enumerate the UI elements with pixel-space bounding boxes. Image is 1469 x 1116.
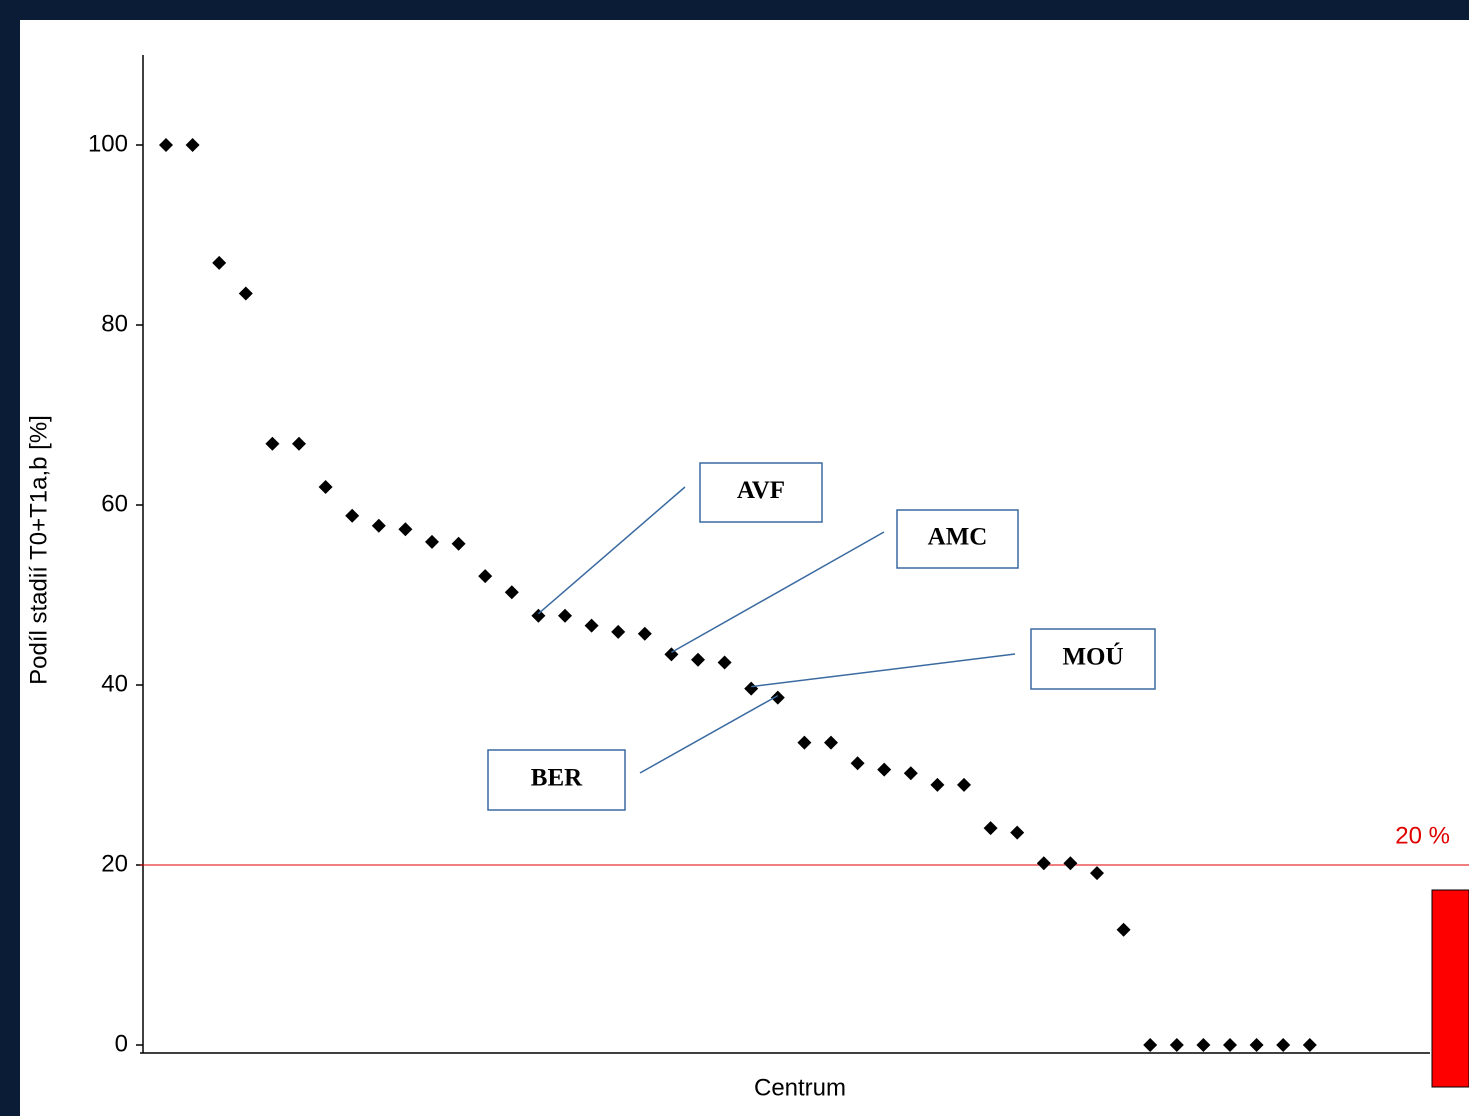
point bbox=[1196, 1038, 1211, 1052]
point bbox=[1010, 825, 1025, 840]
point bbox=[1036, 856, 1051, 871]
point bbox=[1090, 866, 1104, 881]
point bbox=[1249, 1038, 1264, 1052]
decoration bbox=[1431, 889, 1469, 1088]
y-tick-label: 80 bbox=[101, 310, 128, 337]
point bbox=[1302, 1038, 1317, 1052]
point bbox=[797, 735, 812, 750]
point bbox=[903, 766, 918, 781]
point bbox=[238, 286, 253, 301]
point bbox=[983, 821, 998, 836]
leader-line bbox=[671, 531, 885, 654]
point bbox=[425, 534, 439, 549]
y-tick-label: 20 bbox=[101, 850, 128, 877]
point bbox=[584, 618, 599, 633]
annotation-box bbox=[896, 509, 1019, 569]
point bbox=[212, 255, 227, 270]
y-axis-label: Podíl stadií T0+T1a,b [%] bbox=[25, 415, 52, 685]
point bbox=[265, 436, 280, 451]
point bbox=[637, 626, 652, 641]
annotation-box bbox=[699, 462, 823, 523]
point bbox=[398, 522, 413, 537]
point bbox=[159, 138, 173, 152]
leader-line bbox=[537, 486, 686, 615]
annotation-box bbox=[487, 749, 626, 811]
annotation: BER bbox=[531, 765, 583, 792]
point bbox=[292, 436, 306, 451]
point bbox=[504, 585, 519, 600]
point bbox=[371, 518, 386, 533]
point bbox=[531, 608, 546, 623]
point bbox=[1063, 856, 1078, 871]
point bbox=[1143, 1038, 1158, 1052]
point bbox=[824, 735, 838, 750]
reference-label: 20 % bbox=[1395, 822, 1450, 849]
point bbox=[744, 681, 759, 696]
point bbox=[957, 777, 971, 792]
annotation: AVF bbox=[737, 477, 785, 504]
y-tick-label: 60 bbox=[101, 490, 128, 517]
point bbox=[1223, 1038, 1237, 1052]
y-tick-label: 40 bbox=[101, 670, 128, 697]
point bbox=[558, 608, 572, 623]
point bbox=[1116, 922, 1131, 937]
slide-panel bbox=[20, 20, 1469, 1116]
leader-line bbox=[751, 653, 1016, 688]
point bbox=[877, 762, 892, 777]
point bbox=[770, 690, 785, 705]
annotation: AMC bbox=[928, 524, 988, 551]
point bbox=[691, 652, 705, 667]
point bbox=[451, 536, 466, 551]
annotation: MOÚ bbox=[1062, 643, 1123, 671]
y-tick-label: 0 bbox=[115, 1030, 128, 1057]
point bbox=[478, 569, 493, 584]
annotation-box bbox=[1030, 628, 1156, 690]
point bbox=[850, 756, 865, 771]
point bbox=[1276, 1038, 1291, 1052]
point bbox=[1169, 1038, 1184, 1052]
point bbox=[717, 655, 732, 670]
x-axis-label: Centrum bbox=[754, 1074, 846, 1101]
point bbox=[345, 508, 360, 523]
point bbox=[611, 624, 626, 639]
leader-line bbox=[639, 694, 779, 774]
y-tick-label: 100 bbox=[88, 130, 128, 157]
point bbox=[185, 138, 200, 152]
point bbox=[318, 480, 333, 494]
point bbox=[930, 777, 945, 792]
